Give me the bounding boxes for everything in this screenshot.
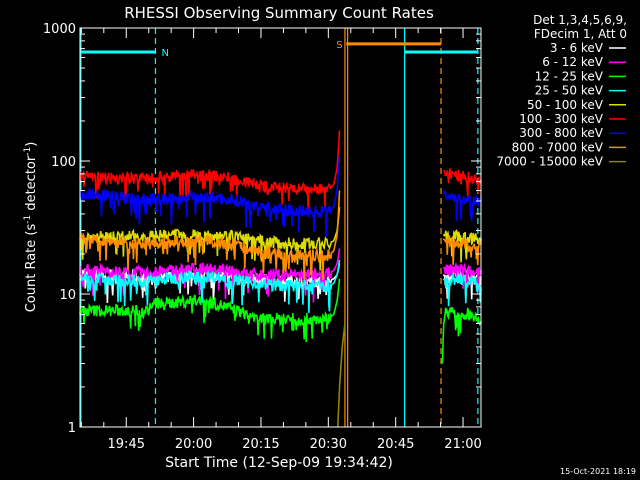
series-trace-3-0 [79, 259, 341, 313]
series-trace-7-0 [79, 190, 341, 280]
legend-label-0: 3 - 6 keV [550, 41, 604, 55]
series-trace-2-1 [441, 307, 482, 364]
legend-header-line-2: FDecim 1, Att 0 [534, 27, 627, 41]
y-axis-label-main: Count Rate (s [24, 224, 39, 313]
x-tick-label-1: 20:00 [175, 437, 212, 452]
y-axis-label-mid: detector [24, 155, 39, 215]
legend-header-line-1: Det 1,3,4,5,6,9, [533, 13, 627, 27]
series-trace-1-0 [79, 248, 341, 303]
series-trace-5-1 [442, 168, 482, 197]
x-axis-label: Start Time (12-Sep-09 19:34:42) [165, 455, 393, 471]
y-tick-label-0: 1 [68, 421, 76, 436]
x-tick-label-0: 19:45 [108, 437, 145, 452]
data-layer: NS [79, 28, 482, 428]
x-tick-label-3: 20:30 [310, 437, 347, 452]
y-axis-label-end: ) [24, 142, 39, 147]
flag-label-n: N [161, 48, 168, 59]
series-trace-5-0 [79, 130, 341, 212]
axes-layer: 19:45 20:00 20:15 20:30 20:45 21:00 1 10 100 1000 [43, 22, 482, 452]
series-trace-4-0 [79, 207, 341, 271]
legend: Det 1,3,4,5,6,9, FDecim 1, Att 0 3 - 6 k… [496, 13, 627, 169]
legend-label-4: 50 - 100 keV [527, 98, 604, 112]
legend-label-6: 300 - 800 keV [519, 126, 603, 140]
timestamp: 15-Oct-2021 18:19 [560, 467, 636, 476]
y-axis-label: Count Rate (s-1 detector-1) [23, 142, 39, 313]
series-trace-7-1 [442, 235, 482, 266]
x-tick-label-2: 20:15 [242, 437, 279, 452]
y-axis-label-sup1: -1 [23, 215, 33, 224]
legend-label-7: 800 - 7000 keV [512, 140, 604, 154]
series-trace-2-0 [79, 278, 341, 343]
x-tick-label-4: 20:45 [377, 437, 414, 452]
y-axis-label-sup2: -1 [23, 147, 33, 156]
series-trace-6-0 [79, 155, 341, 237]
legend-label-1: 6 - 12 keV [542, 55, 604, 69]
y-tick-label-3: 1000 [43, 22, 76, 37]
legend-label-5: 100 - 300 keV [519, 112, 603, 126]
series-trace-8-0 [337, 323, 346, 428]
series-trace-6-1 [442, 190, 482, 222]
series-trace-3-1 [442, 271, 482, 307]
y-tick-label-1: 10 [59, 288, 76, 303]
legend-label-3: 25 - 50 keV [535, 84, 604, 98]
series-trace-1-1 [442, 262, 482, 292]
chart-title: RHESSI Observing Summary Count Rates [124, 4, 434, 22]
y-tick-label-2: 100 [51, 155, 76, 170]
legend-label-8: 7000 - 15000 keV [496, 155, 603, 169]
x-tick-label-5: 21:00 [444, 437, 481, 452]
flag-label-s: S [336, 40, 342, 51]
legend-label-2: 12 - 25 keV [535, 69, 604, 83]
plot-frame [79, 27, 482, 428]
